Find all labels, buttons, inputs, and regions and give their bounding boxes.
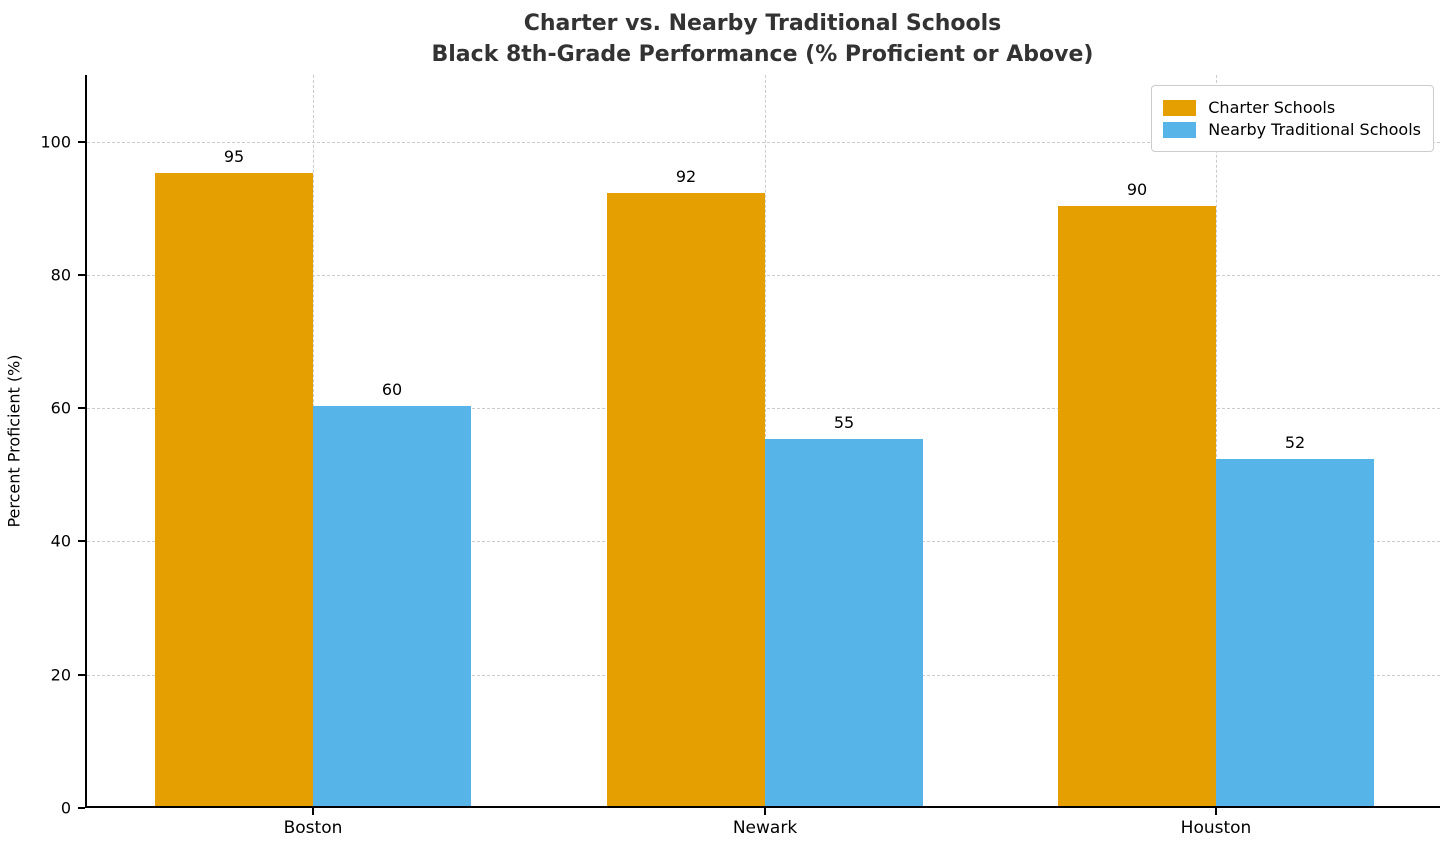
- bar-value-label: 55: [833, 413, 855, 432]
- bar-value-label: 60: [381, 380, 403, 399]
- y-tick-mark: [78, 407, 85, 410]
- x-tick-mark: [1215, 808, 1217, 815]
- bar-value-label: 90: [1126, 180, 1148, 199]
- y-tick-label: 100: [40, 132, 71, 152]
- y-tick-label: 80: [50, 265, 71, 285]
- legend-label: Nearby Traditional Schools: [1208, 120, 1421, 139]
- legend: Charter Schools Nearby Traditional School…: [1151, 85, 1434, 152]
- chart-title-line2: Black 8th-Grade Performance (% Proficien…: [431, 42, 1094, 68]
- bar-boston-charter: [155, 173, 313, 806]
- y-tick-label: 60: [50, 398, 71, 418]
- bar-value-label: 92: [675, 167, 697, 186]
- x-tick-label: Newark: [732, 818, 798, 838]
- chart-title-line1: Charter vs. Nearby Traditional Schools: [523, 11, 1002, 36]
- v-gridline: [1216, 75, 1217, 806]
- legend-row: Nearby Traditional Schools: [1163, 120, 1421, 139]
- y-axis-label: Percent Proficient (%): [4, 354, 24, 528]
- x-tick-label: Houston: [1180, 818, 1252, 838]
- bar-newark-traditional: [765, 439, 923, 806]
- y-tick-label: 0: [60, 798, 71, 818]
- chart-title: Charter vs. Nearby Traditional Schools B…: [85, 8, 1440, 70]
- y-tick-mark: [78, 673, 85, 676]
- x-tick-label: Boston: [283, 818, 343, 838]
- plot-area: 95 60 92 55 90 52 Charter Schools Nearby Tradi…: [40, 75, 1440, 838]
- y-tick-mark: [78, 807, 85, 809]
- bar-value-label: 95: [223, 147, 245, 166]
- bar-newark-charter: [607, 193, 765, 806]
- bar-boston-traditional: [313, 406, 471, 806]
- y-tick-label: 20: [50, 665, 71, 685]
- legend-swatch-icon: [1163, 99, 1197, 116]
- legend-label: Charter Schools: [1208, 98, 1336, 117]
- x-tick-mark: [312, 808, 314, 815]
- y-tick-mark: [78, 540, 85, 543]
- bar-houston-traditional: [1216, 459, 1374, 806]
- bar-houston-charter: [1058, 206, 1216, 806]
- legend-row: Charter Schools: [1163, 98, 1421, 117]
- y-tick-label: 40: [50, 531, 71, 551]
- y-tick-mark: [78, 273, 85, 276]
- legend-swatch-icon: [1163, 121, 1197, 138]
- x-tick-mark: [764, 808, 766, 815]
- y-tick-mark: [78, 140, 85, 143]
- bar-value-label: 52: [1284, 433, 1306, 452]
- h-gridline: [87, 141, 1440, 143]
